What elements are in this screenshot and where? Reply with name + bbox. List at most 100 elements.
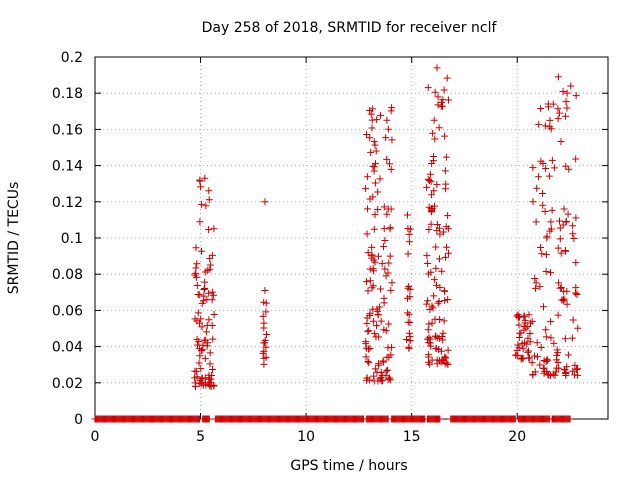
data-point (380, 203, 388, 211)
data-point (574, 324, 582, 332)
data-point (572, 155, 580, 163)
data-point (193, 282, 201, 290)
data-point (382, 367, 390, 375)
data-point (546, 116, 554, 124)
data-points (91, 64, 582, 423)
data-point (195, 359, 203, 367)
data-point (520, 323, 528, 331)
data-point (549, 370, 557, 378)
data-point (435, 224, 443, 232)
data-point (433, 64, 441, 72)
data-point (433, 221, 441, 229)
data-point (554, 349, 562, 357)
x-tick-labels: 0 5 10 15 20 (91, 429, 527, 445)
data-point (528, 317, 536, 325)
data-point (437, 102, 445, 110)
data-point (574, 371, 582, 379)
data-point (569, 367, 577, 375)
data-point (557, 284, 565, 292)
data-point (200, 336, 208, 344)
data-point (383, 116, 391, 124)
data-point (423, 300, 431, 308)
data-point (532, 279, 540, 287)
data-point (438, 267, 446, 275)
data-point (363, 173, 371, 181)
data-point (383, 155, 391, 163)
data-point (195, 379, 203, 387)
data-point (555, 109, 563, 117)
data-point (208, 296, 216, 304)
data-point (205, 415, 213, 423)
data-point (193, 317, 201, 325)
data-point (550, 339, 558, 347)
data-point (571, 289, 579, 297)
data-point (377, 111, 385, 119)
data-point (430, 187, 438, 195)
data-point (563, 287, 571, 295)
data-point (561, 335, 569, 343)
data-point (426, 339, 434, 347)
y-tick-label: 0.04 (52, 340, 83, 356)
data-point (435, 297, 443, 305)
x-tick-label: 0 (91, 429, 100, 445)
data-point (197, 247, 205, 255)
data-point (517, 355, 525, 363)
data-point (378, 260, 386, 268)
data-point (374, 252, 382, 260)
data-point (374, 188, 382, 196)
data-point (201, 278, 209, 286)
data-point (562, 98, 570, 106)
data-point (366, 311, 374, 319)
data-point (387, 165, 395, 173)
data-point (261, 198, 269, 206)
data-point (369, 305, 377, 313)
data-point (443, 243, 451, 251)
data-point (210, 311, 218, 319)
data-point (405, 343, 413, 351)
data-point (541, 122, 549, 130)
data-point (205, 196, 213, 204)
data-point (364, 205, 372, 213)
data-point (535, 173, 543, 181)
data-point (428, 191, 436, 199)
data-point (439, 228, 447, 236)
data-point (554, 311, 562, 319)
data-point (540, 356, 548, 364)
data-point (208, 288, 216, 296)
data-point (536, 361, 544, 369)
data-point (434, 101, 442, 109)
data-point (203, 321, 211, 329)
data-point (533, 339, 541, 347)
data-point (552, 356, 560, 364)
data-point (261, 286, 269, 294)
data-point (374, 310, 382, 318)
x-tick-label: 5 (196, 429, 205, 445)
data-point (531, 352, 539, 360)
data-point (368, 284, 376, 292)
data-point (441, 167, 449, 175)
data-point (366, 277, 374, 285)
data-point (529, 198, 537, 206)
axis-ticks (94, 56, 608, 420)
data-point (541, 207, 549, 215)
data-point (536, 283, 544, 291)
data-point (560, 297, 568, 305)
data-point (430, 116, 438, 124)
y-tick-label: 0.06 (52, 303, 83, 319)
data-point (196, 218, 204, 226)
data-point (426, 170, 434, 178)
data-point (385, 320, 393, 328)
data-point (365, 359, 373, 367)
data-point (206, 379, 214, 387)
data-point (377, 317, 385, 325)
data-point (572, 92, 580, 100)
data-point (444, 296, 452, 303)
data-point (571, 361, 579, 369)
data-point (383, 210, 391, 218)
data-point (424, 326, 432, 334)
data-point (371, 330, 379, 338)
data-point (386, 252, 394, 260)
data-point (384, 366, 392, 374)
data-point (526, 354, 534, 362)
data-point (568, 334, 576, 342)
